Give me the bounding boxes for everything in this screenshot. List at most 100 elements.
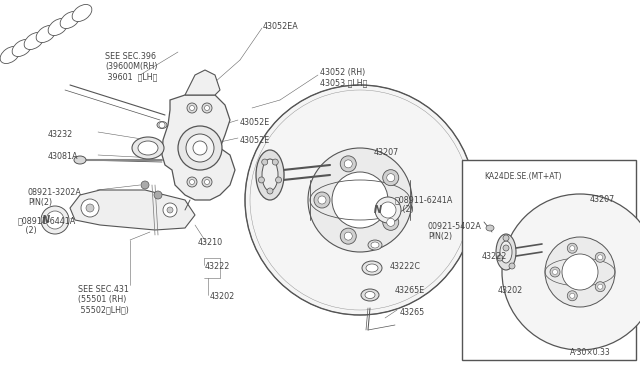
Circle shape	[86, 204, 94, 212]
Text: 43222C: 43222C	[390, 262, 421, 271]
Ellipse shape	[365, 292, 375, 298]
Circle shape	[193, 141, 207, 155]
Polygon shape	[162, 95, 235, 200]
Text: 43210: 43210	[198, 238, 223, 247]
Text: 43052 (RH)
43053 〈LH〉: 43052 (RH) 43053 〈LH〉	[320, 68, 367, 87]
Circle shape	[344, 160, 352, 168]
Circle shape	[202, 177, 212, 187]
Text: ⓝ08911-6241A
   (2): ⓝ08911-6241A (2)	[395, 195, 453, 214]
Bar	[462, 160, 636, 360]
Circle shape	[187, 177, 197, 187]
Circle shape	[595, 282, 605, 292]
Circle shape	[509, 263, 515, 269]
Circle shape	[187, 103, 197, 113]
Circle shape	[245, 85, 475, 315]
Circle shape	[503, 245, 509, 251]
Ellipse shape	[362, 261, 382, 275]
Circle shape	[202, 103, 212, 113]
Text: 43222: 43222	[482, 252, 508, 261]
Circle shape	[189, 180, 195, 185]
Ellipse shape	[74, 156, 86, 164]
Circle shape	[567, 291, 577, 301]
Circle shape	[276, 177, 282, 183]
Circle shape	[497, 255, 503, 261]
Text: 43207: 43207	[590, 195, 615, 204]
Circle shape	[340, 228, 356, 244]
Circle shape	[46, 211, 64, 229]
Circle shape	[570, 246, 575, 251]
Circle shape	[552, 269, 557, 275]
Ellipse shape	[366, 264, 378, 272]
Text: 43202: 43202	[210, 292, 236, 301]
Circle shape	[163, 203, 177, 217]
Text: 43265E: 43265E	[395, 286, 425, 295]
Circle shape	[178, 126, 222, 170]
Ellipse shape	[371, 242, 379, 248]
Circle shape	[598, 284, 603, 289]
Circle shape	[154, 191, 162, 199]
Ellipse shape	[132, 137, 164, 159]
Circle shape	[545, 237, 615, 307]
Polygon shape	[185, 70, 220, 95]
Circle shape	[205, 106, 209, 110]
Text: N: N	[42, 215, 50, 225]
Text: 43052E: 43052E	[240, 136, 270, 145]
Circle shape	[318, 196, 326, 204]
Ellipse shape	[36, 25, 56, 42]
Text: 43232: 43232	[48, 130, 73, 139]
Text: N: N	[374, 205, 382, 215]
Ellipse shape	[361, 289, 379, 301]
Circle shape	[570, 293, 575, 298]
Ellipse shape	[500, 241, 512, 263]
Circle shape	[267, 188, 273, 194]
Ellipse shape	[262, 159, 278, 191]
Text: 43207: 43207	[374, 148, 399, 157]
Text: 43081A: 43081A	[48, 152, 79, 161]
Circle shape	[375, 197, 401, 223]
Text: 00921-5402A
PIN(2): 00921-5402A PIN(2)	[428, 222, 482, 241]
Circle shape	[567, 243, 577, 253]
Circle shape	[167, 207, 173, 213]
Circle shape	[598, 255, 603, 260]
Text: 43202: 43202	[498, 286, 524, 295]
Circle shape	[503, 235, 509, 241]
Circle shape	[262, 159, 268, 165]
Circle shape	[308, 148, 412, 252]
Circle shape	[81, 199, 99, 217]
Circle shape	[387, 174, 395, 182]
Text: SEE SEC.396
(39600M(RH)
 39601  〈LH〉: SEE SEC.396 (39600M(RH) 39601 〈LH〉	[105, 52, 157, 82]
Circle shape	[272, 159, 278, 165]
Circle shape	[259, 177, 264, 183]
Circle shape	[141, 181, 149, 189]
Text: 43052E: 43052E	[240, 118, 270, 127]
Ellipse shape	[486, 225, 494, 231]
Ellipse shape	[24, 32, 44, 49]
Ellipse shape	[368, 240, 382, 250]
Circle shape	[383, 214, 399, 230]
Circle shape	[41, 206, 69, 234]
Circle shape	[332, 172, 388, 228]
Circle shape	[314, 192, 330, 208]
Text: A·30×0.33: A·30×0.33	[570, 348, 611, 357]
Ellipse shape	[12, 39, 32, 57]
Ellipse shape	[496, 234, 516, 270]
Ellipse shape	[0, 46, 20, 64]
Circle shape	[340, 156, 356, 172]
Circle shape	[387, 218, 395, 226]
Circle shape	[380, 202, 396, 218]
Text: 43222: 43222	[205, 262, 230, 271]
Circle shape	[562, 254, 598, 290]
Circle shape	[205, 180, 209, 185]
Text: 43052EA: 43052EA	[263, 22, 299, 31]
Circle shape	[189, 106, 195, 110]
Circle shape	[344, 232, 352, 240]
Circle shape	[595, 252, 605, 262]
Text: KA24DE.SE.(MT+AT): KA24DE.SE.(MT+AT)	[484, 172, 561, 181]
Ellipse shape	[48, 19, 68, 35]
Ellipse shape	[72, 4, 92, 22]
Circle shape	[383, 170, 399, 186]
Ellipse shape	[138, 141, 158, 155]
Circle shape	[159, 122, 165, 128]
Ellipse shape	[256, 150, 284, 200]
Circle shape	[550, 267, 560, 277]
